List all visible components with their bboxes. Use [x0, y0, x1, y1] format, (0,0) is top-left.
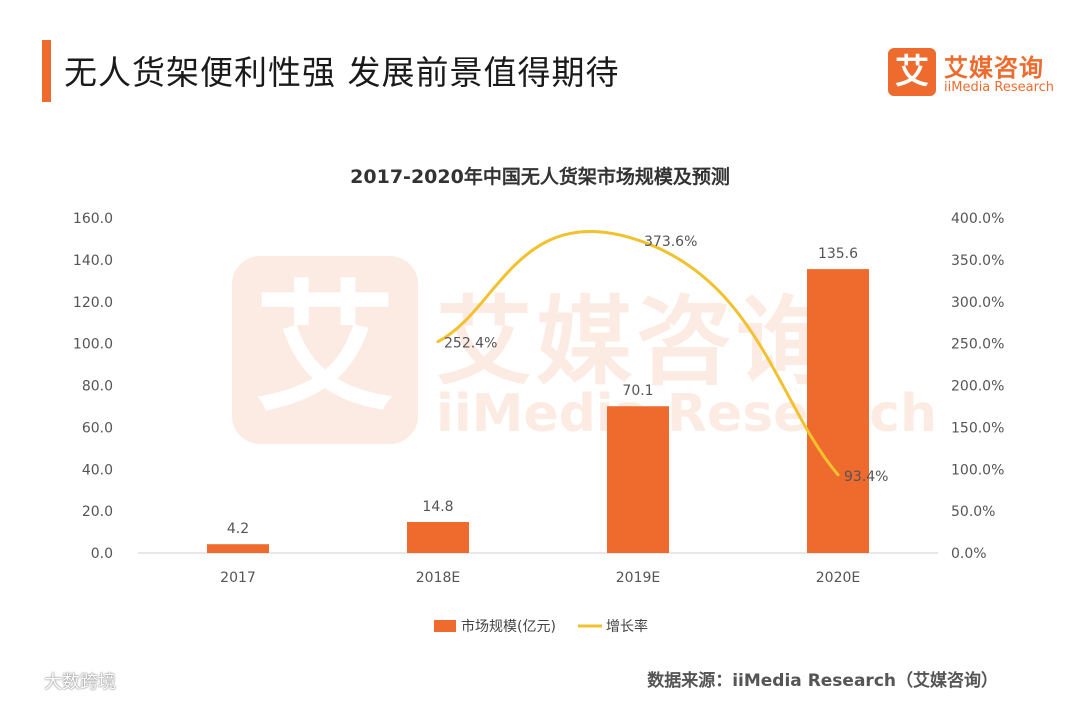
growth-rate-label: 373.6%: [644, 234, 697, 250]
chat-bubble-icon: [11, 674, 37, 692]
y-right-tick-label: 0.0%: [951, 546, 987, 562]
y-right-tick-label: 400.0%: [951, 211, 1004, 227]
y-right-tick-label: 250.0%: [951, 337, 1004, 353]
page-title: 无人货架便利性强 发展前景值得期待: [64, 53, 620, 92]
y-left-tick-label: 60.0: [82, 420, 113, 436]
y-right-tick-label: 150.0%: [951, 420, 1004, 436]
growth-rate-label: 93.4%: [844, 469, 888, 485]
legend-bar-label: 市场规模(亿元): [461, 618, 556, 635]
y-right-tick-label: 300.0%: [951, 295, 1004, 311]
bar-value-label: 135.6: [818, 246, 858, 262]
bar-value-label: 14.8: [422, 499, 453, 515]
x-tick-label: 2020E: [816, 570, 860, 586]
growth-rate-label: 252.4%: [444, 336, 497, 352]
bar-value-label: 4.2: [227, 521, 249, 537]
y-left-tick-label: 40.0: [82, 462, 113, 478]
data-source: 数据来源：iiMedia Research（艾媒咨询）: [647, 671, 998, 691]
bar: [807, 269, 869, 553]
logo-glyph: 艾: [888, 48, 936, 96]
y-left-tick-label: 120.0: [73, 295, 113, 311]
growth-rate-line: [436, 230, 840, 477]
logo-name-cn: 艾媒咨询: [944, 54, 1044, 82]
y-left-tick-label: 100.0: [73, 337, 113, 353]
title-accent-bar: [42, 40, 51, 102]
y-left-tick-label: 140.0: [73, 253, 113, 269]
bar: [207, 544, 269, 553]
x-tick-label: 2018E: [416, 570, 460, 586]
y-right-tick-label: 50.0%: [951, 504, 995, 520]
legend-bar-swatch: [434, 620, 456, 632]
corner-watermark-text: 大数跨境: [44, 672, 116, 693]
y-left-tick-label: 80.0: [82, 379, 113, 395]
y-left-tick-label: 160.0: [73, 211, 113, 227]
y-left-tick-label: 20.0: [82, 504, 113, 520]
x-tick-label: 2017: [220, 570, 256, 586]
y-right-tick-label: 200.0%: [951, 379, 1004, 395]
corner-watermark: 大数跨境: [10, 668, 116, 694]
brand-logo: 艾 艾媒咨询 iiMedia Research: [888, 48, 1060, 100]
y-right-tick-label: 350.0%: [951, 253, 1004, 269]
chart-title: 2017-2020年中国无人货架市场规模及预测: [350, 166, 730, 188]
bar: [407, 522, 469, 553]
y-right-tick-label: 100.0%: [951, 462, 1004, 478]
y-left-tick-label: 0.0: [91, 546, 113, 562]
bar: [607, 406, 669, 553]
legend-line-label: 增长率: [606, 618, 648, 635]
logo-name-en: iiMedia Research: [944, 80, 1055, 95]
x-tick-label: 2019E: [616, 570, 660, 586]
bar-value-label: 70.1: [622, 383, 653, 399]
